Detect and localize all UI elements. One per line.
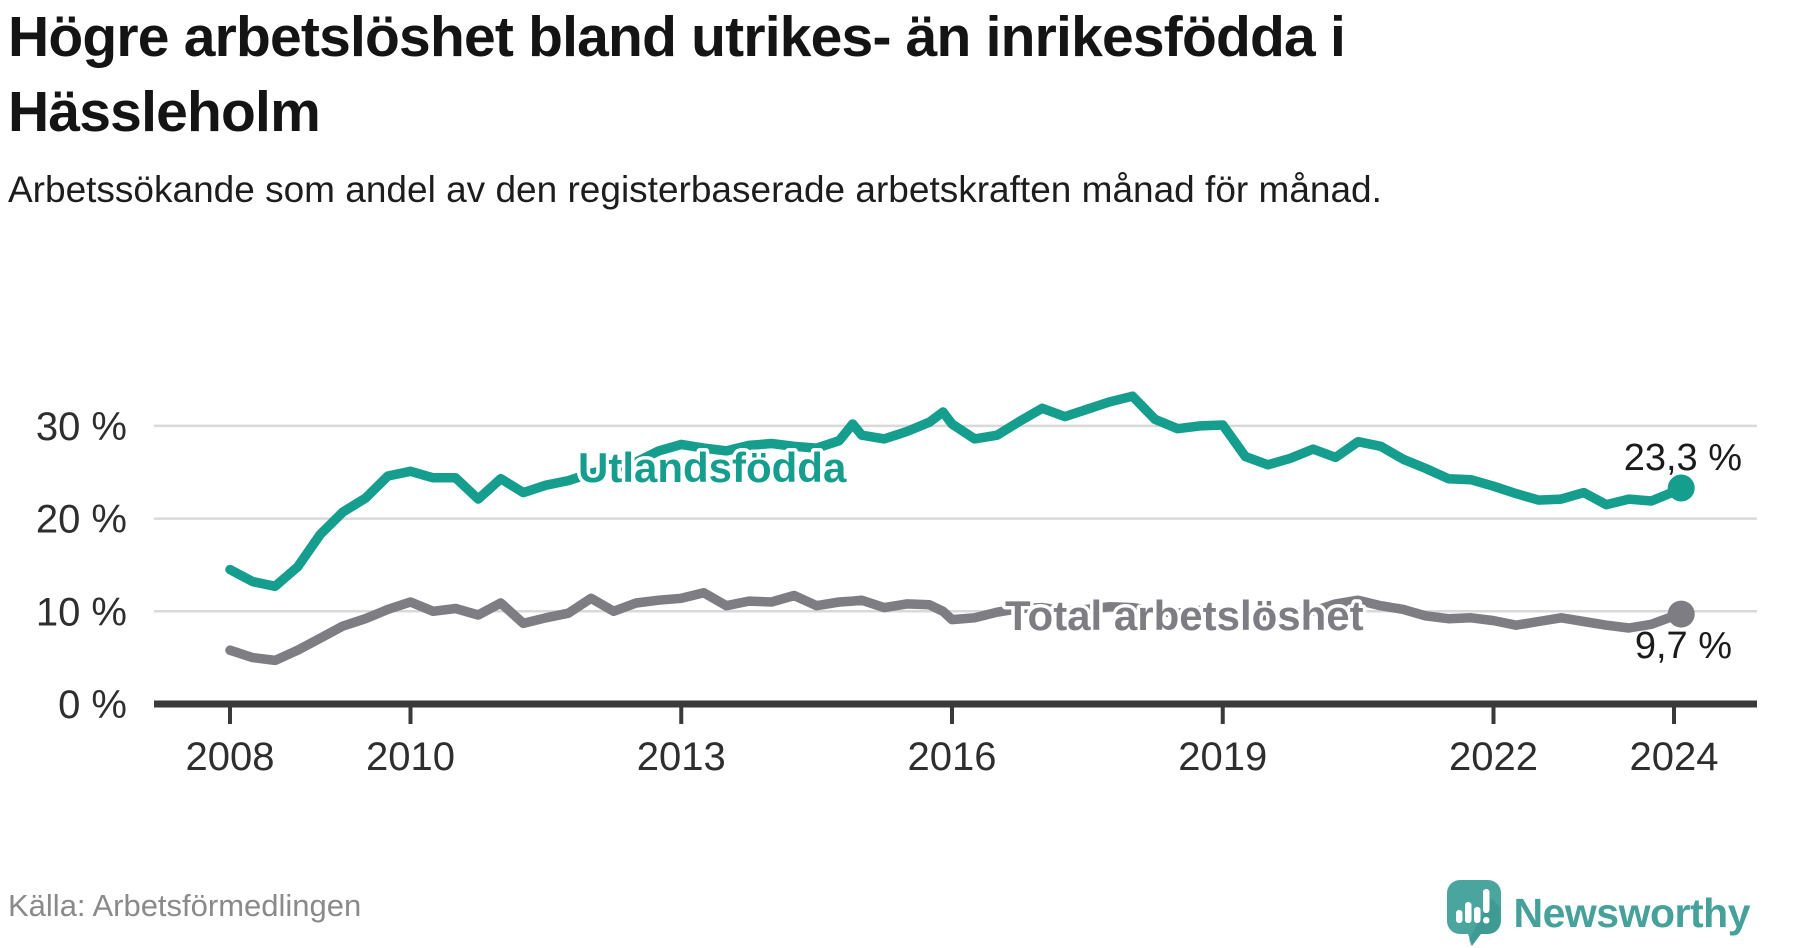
y-tick-label-30: 30 %: [36, 405, 127, 449]
y-tick-label-0: 0 %: [58, 683, 127, 727]
newsworthy-logo-icon: [1446, 880, 1501, 946]
end-value-label-utlandsf-dda: 23,3 %: [1624, 437, 1742, 479]
y-tick-label-20: 20 %: [36, 498, 127, 542]
series-end-dot-total-arbetsl-shet: [1667, 600, 1695, 628]
series-line-utlandsf-dda: [225, 391, 1686, 592]
brand-name: Newsworthy: [1513, 889, 1751, 936]
x-tick-label-2013: 2013: [637, 735, 726, 779]
end-value-label-total-arbetsl-shet: 9,7 %: [1635, 625, 1732, 667]
x-tick-label-2022: 2022: [1449, 735, 1538, 779]
x-tick-label-2016: 2016: [908, 735, 997, 779]
series-label-total-arbetsl-shet: Total arbetslöshet: [1005, 592, 1364, 639]
x-tick-label-2010: 2010: [366, 735, 455, 779]
x-tick-label-2019: 2019: [1178, 735, 1267, 779]
source-note: Källa: Arbetsförmedlingen: [8, 888, 362, 923]
series-label-utlandsf-dda: Utlandsfödda: [578, 444, 847, 491]
series-end-dot-utlandsf-dda: [1667, 474, 1695, 502]
brand: Newsworthy: [1446, 880, 1751, 946]
page-title: Högre arbetslöshet bland utrikes- än inr…: [8, 5, 1346, 145]
x-tick-label-2024: 2024: [1630, 735, 1719, 779]
y-tick-label-10: 10 %: [36, 590, 127, 634]
series-line-total-arbetsl-shet: [225, 588, 1686, 666]
x-tick-label-2008: 2008: [186, 735, 275, 779]
chart-subtitle: Arbetssökande som andel av den registerb…: [8, 169, 1382, 210]
